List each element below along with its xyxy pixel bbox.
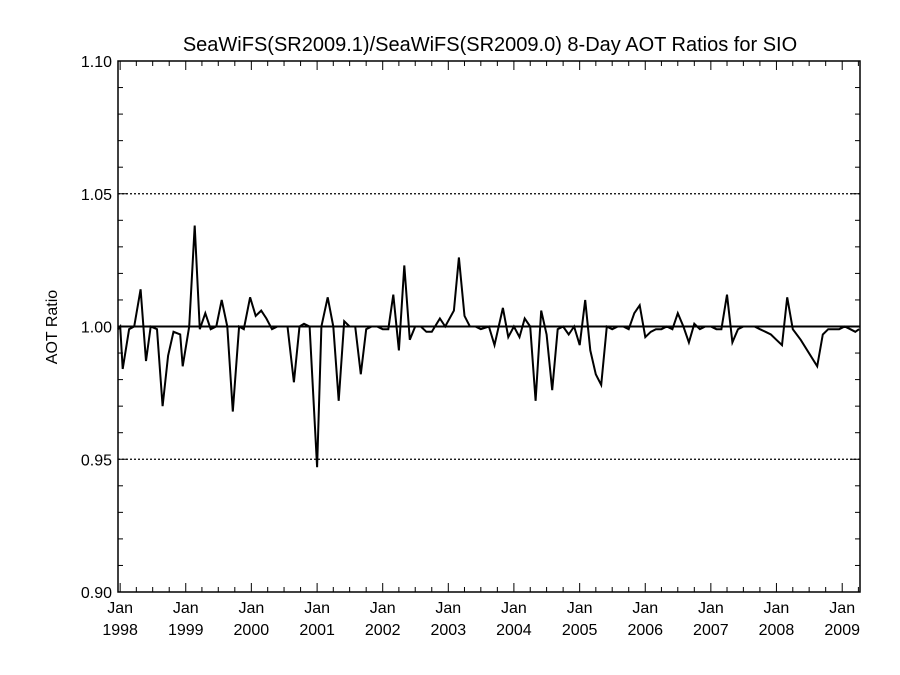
x-tick-label-month: Jan	[238, 600, 264, 617]
y-tick-label: 1.05	[81, 187, 112, 204]
x-tick-label-year: 2009	[824, 622, 860, 639]
x-tick-label-month: Jan	[107, 600, 133, 617]
series-line-0	[117, 225, 860, 468]
y-tick-label: 0.90	[81, 585, 112, 602]
x-tick-label-month: Jan	[304, 600, 330, 617]
x-tick-label-year: 2003	[431, 622, 467, 639]
x-tick-label-year: 2007	[693, 622, 729, 639]
x-tick-label-year: 2000	[234, 622, 270, 639]
x-tick-label-month: Jan	[698, 600, 724, 617]
x-tick-label-month: Jan	[435, 600, 461, 617]
x-tick-label-year: 2005	[562, 622, 598, 639]
x-tick-label-month: Jan	[764, 600, 790, 617]
x-tick-label-year: 2008	[759, 622, 795, 639]
y-tick-label: 0.95	[81, 452, 112, 469]
x-tick-label-year: 2001	[299, 622, 335, 639]
axis-ticks	[118, 60, 860, 593]
x-tick-label-month: Jan	[829, 600, 855, 617]
y-tick-label: 1.00	[81, 320, 112, 337]
x-tick-label-month: Jan	[501, 600, 527, 617]
series-layer	[117, 225, 860, 468]
chart-title: SeaWiFS(SR2009.1)/SeaWiFS(SR2009.0) 8-Da…	[183, 34, 797, 56]
x-tick-label-year: 2004	[496, 622, 532, 639]
x-tick-label-month: Jan	[632, 600, 658, 617]
x-tick-label-year: 1999	[168, 622, 204, 639]
x-tick-label-year: 1998	[102, 622, 138, 639]
y-axis-label: AOT Ratio	[44, 290, 61, 365]
x-tick-labels: Jan 1998 Jan 1999 Jan 2000 Jan 2001 Jan 2002 Jan 20…	[102, 600, 860, 639]
plot-frame	[117, 60, 861, 593]
x-tick-label-month: Jan	[370, 600, 396, 617]
x-tick-label-month: Jan	[567, 600, 593, 617]
x-tick-label-year: 2006	[627, 622, 663, 639]
y-tick-label: 1.10	[81, 54, 112, 71]
x-tick-label-month: Jan	[173, 600, 199, 617]
x-tick-label-year: 2002	[365, 622, 401, 639]
y-tick-labels: 0.90 0.95 1.00 1.05 1.10	[81, 54, 112, 602]
